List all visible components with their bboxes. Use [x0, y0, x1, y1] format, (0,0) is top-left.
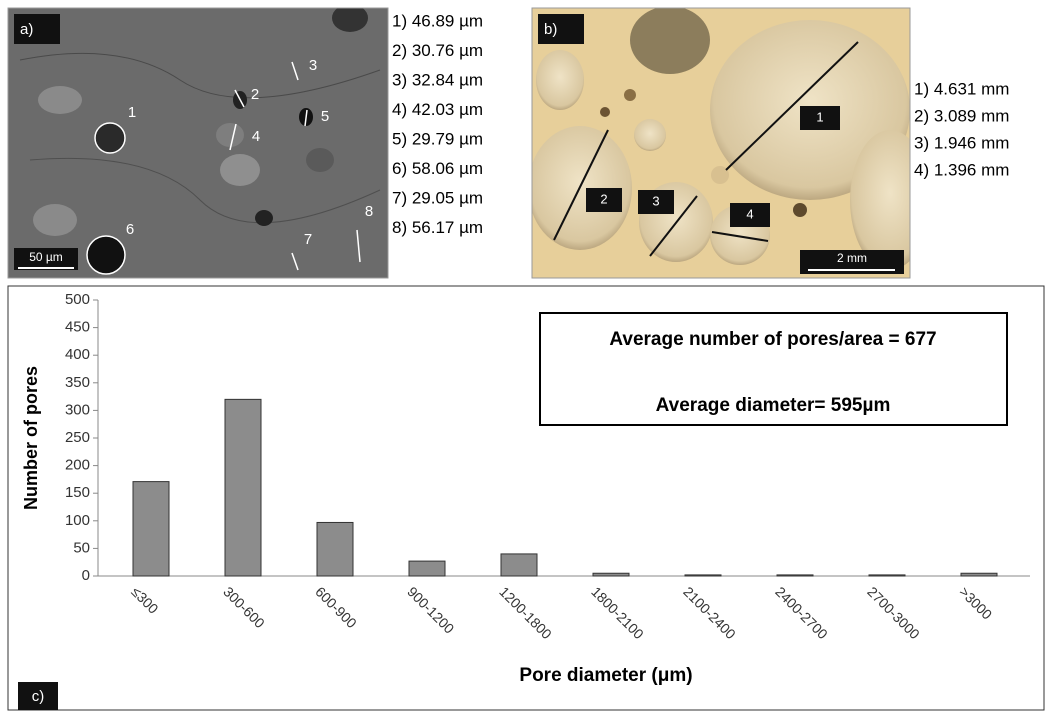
y-axis-label: Number of pores	[21, 366, 41, 510]
measurement: 4) 42.03 µm	[392, 100, 483, 119]
y-tick-label: 450	[65, 319, 90, 336]
pore-marker: 1	[816, 109, 823, 124]
panel-label: b)	[544, 21, 557, 38]
pore-marker: 8	[365, 203, 373, 220]
pore-marker: 6	[126, 221, 134, 238]
y-tick-label: 250	[65, 429, 90, 446]
annotation: Average number of pores/area = 677	[609, 329, 936, 350]
pore-marker: 1	[128, 104, 136, 121]
measurement: 4) 1.396 mm	[914, 160, 1009, 179]
sem-image	[8, 4, 388, 278]
bar	[133, 482, 169, 576]
bar	[685, 575, 721, 576]
y-tick-label: 300	[65, 401, 90, 418]
measurement: 6) 58.06 µm	[392, 159, 483, 178]
measurement: 8) 56.17 µm	[392, 218, 483, 237]
bar	[501, 554, 537, 576]
y-tick-label: 150	[65, 484, 90, 501]
pore-marker: 4	[252, 128, 260, 145]
bar	[869, 575, 905, 576]
measurement: 1) 4.631 mm	[914, 79, 1009, 98]
pore-marker: 2	[251, 86, 259, 103]
micrograph-image	[528, 6, 930, 278]
scale-bar-label: 50 µm	[29, 250, 63, 264]
bar	[593, 573, 629, 576]
measurement: 3) 32.84 µm	[392, 70, 483, 89]
pore-marker: 3	[652, 193, 659, 208]
bar	[409, 561, 445, 576]
measurement: 5) 29.79 µm	[392, 129, 483, 148]
y-tick-label: 400	[65, 346, 90, 363]
bar	[777, 575, 813, 576]
measurement: 1) 46.89 µm	[392, 11, 483, 30]
y-tick-label: 200	[65, 457, 90, 474]
bar	[961, 573, 997, 576]
scale-bar-label: 2 mm	[837, 251, 867, 265]
measurement: 7) 29.05 µm	[392, 188, 483, 207]
bar	[317, 522, 353, 576]
measurement: 2) 30.76 µm	[392, 41, 483, 60]
y-tick-label: 350	[65, 374, 90, 391]
pore-marker: 3	[309, 57, 317, 74]
pore-marker: 5	[321, 108, 329, 125]
panel-label: a)	[20, 21, 33, 38]
x-axis-label: Pore diameter (μm)	[519, 665, 692, 686]
pore-marker: 4	[746, 206, 753, 221]
measurement: 2) 3.089 mm	[914, 106, 1009, 125]
y-tick-label: 100	[65, 512, 90, 529]
annotation: Average diameter= 595µm	[656, 395, 891, 416]
pore-marker: 2	[600, 191, 607, 206]
panel-label: c)	[32, 688, 45, 705]
pore-marker: 7	[304, 231, 312, 248]
y-tick-label: 0	[82, 567, 90, 584]
y-tick-label: 50	[73, 539, 90, 556]
measurement: 3) 1.946 mm	[914, 133, 1009, 152]
bar	[225, 399, 261, 576]
figure: a) 50 µm 1 2 3 4 5 6 7 8 1) 46.89 µm 2) 30.76 µm 3) …	[0, 0, 1050, 714]
y-tick-label: 500	[65, 291, 90, 308]
